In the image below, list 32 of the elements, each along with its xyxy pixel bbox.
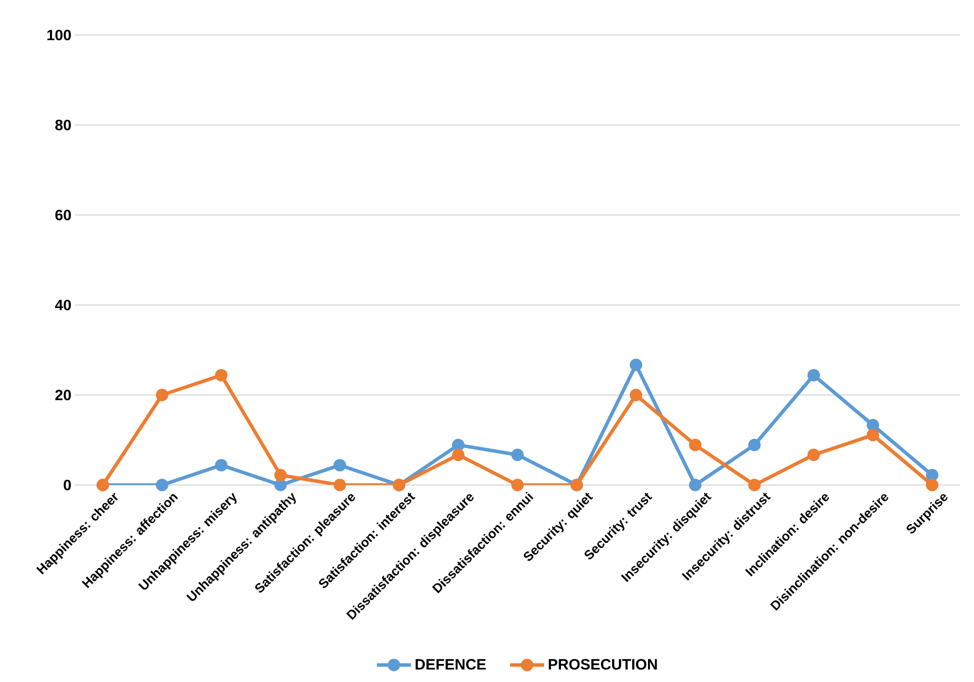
point	[926, 478, 938, 492]
point	[926, 468, 938, 482]
point	[866, 428, 880, 442]
legend-label: DEFENCE	[416, 659, 486, 670]
point	[630, 358, 642, 372]
point	[748, 438, 761, 452]
point	[807, 448, 820, 462]
point	[215, 368, 228, 382]
point	[215, 458, 228, 472]
y-tick-label: 40	[55, 300, 71, 310]
point	[511, 448, 524, 462]
point	[274, 478, 287, 492]
y-tick-label: 60	[55, 210, 71, 220]
point	[866, 418, 880, 432]
y-tick-label: 0	[64, 480, 71, 490]
y-tick-label: 80	[55, 120, 71, 130]
point	[452, 438, 464, 452]
point	[156, 478, 168, 492]
point	[156, 388, 168, 402]
point	[630, 388, 642, 402]
point	[688, 478, 702, 492]
point	[334, 478, 346, 492]
point	[274, 468, 287, 482]
legend-label: PROSECUTION	[548, 659, 657, 670]
point	[807, 368, 820, 382]
point	[334, 458, 346, 472]
point	[688, 438, 702, 452]
y-tick-label: 100	[47, 30, 71, 40]
point	[748, 478, 761, 492]
point	[511, 478, 524, 492]
point	[452, 448, 464, 462]
y-tick-label: 20	[55, 390, 71, 400]
